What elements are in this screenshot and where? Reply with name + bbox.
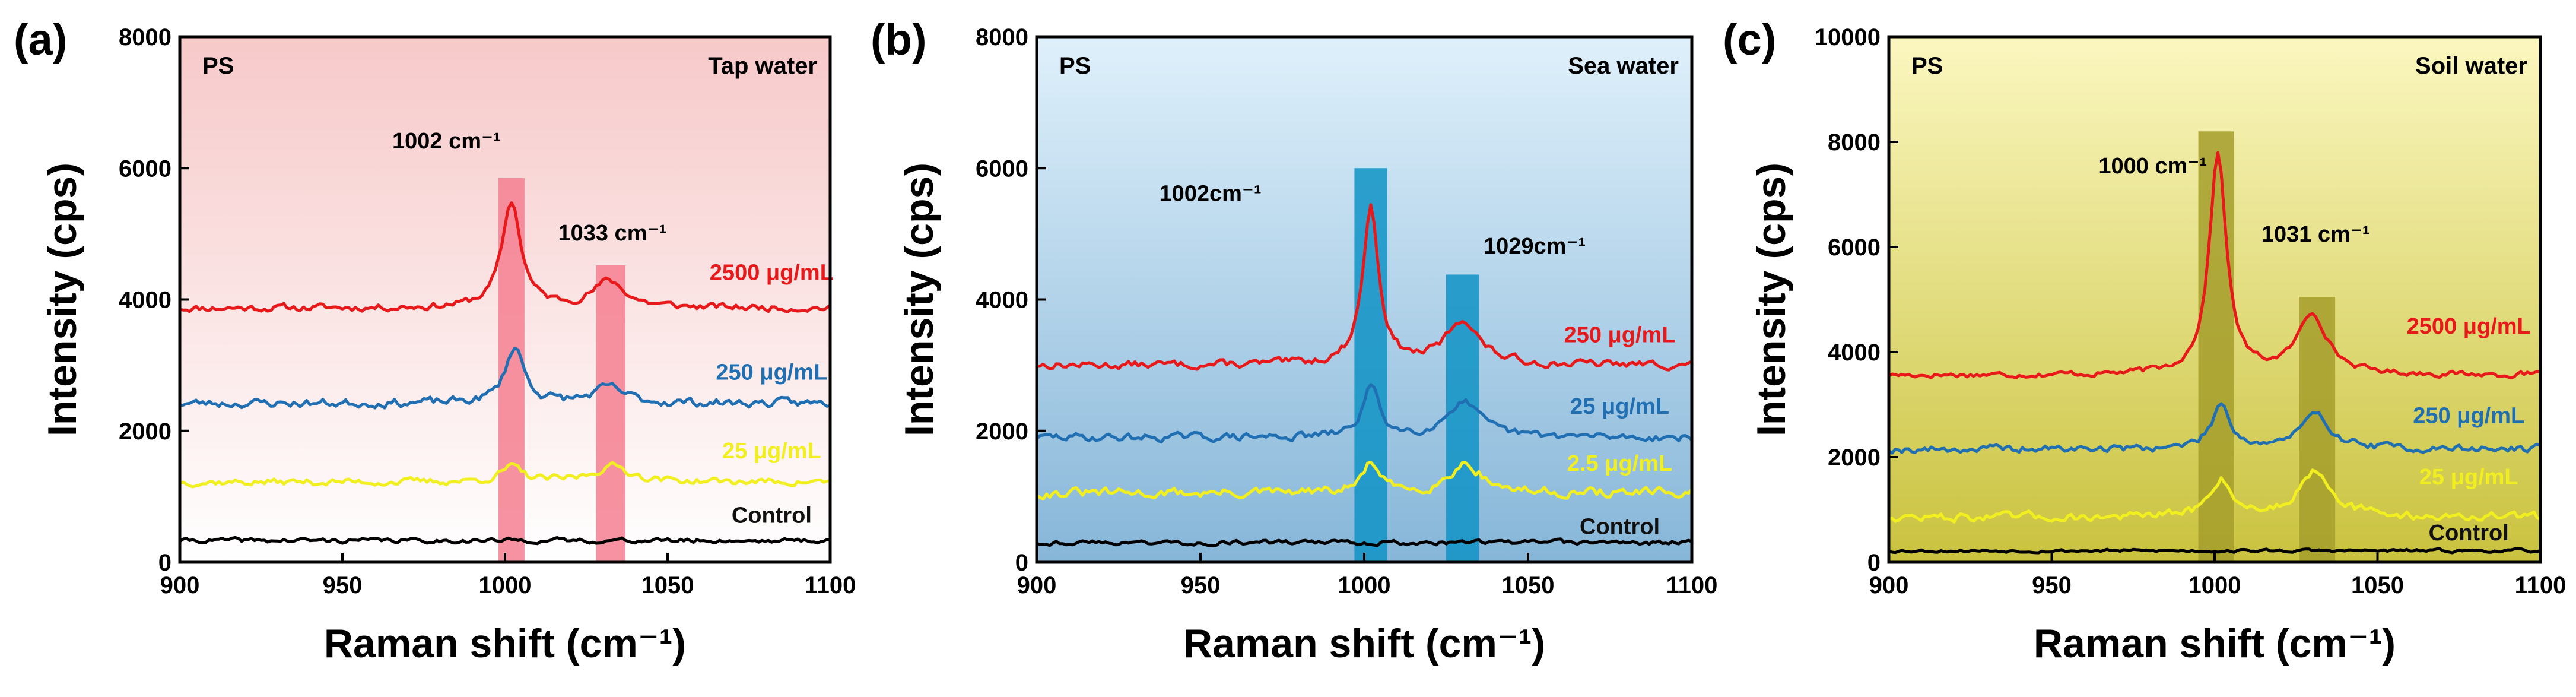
peak-highlight-bar: [2198, 131, 2234, 563]
y-tick-label: 8000: [1828, 129, 1881, 156]
y-tick-label: 6000: [1828, 235, 1881, 261]
series-label: 250 μg/mL: [2413, 403, 2524, 428]
x-tick-label: 1100: [2515, 572, 2567, 598]
series-label: 2500 μg/mL: [2407, 314, 2531, 339]
peak-label: 1002 cm⁻¹: [392, 129, 501, 154]
series-label: Control: [732, 503, 812, 528]
series-label: 2.5 μg/mL: [1567, 451, 1672, 476]
x-tick-label: 900: [1017, 572, 1057, 598]
peak-highlight-bar: [1354, 168, 1387, 562]
x-tick-label: 1050: [641, 572, 694, 598]
y-axis-title: Intensity (cps): [40, 163, 85, 436]
series-label: Control: [2429, 521, 2509, 546]
x-tick-label: 900: [160, 572, 200, 598]
matrix-label: Soil water: [2415, 53, 2527, 79]
y-tick-label: 0: [1015, 550, 1028, 576]
spectrum-line: [179, 536, 831, 546]
spectrum-line: [179, 201, 831, 313]
y-tick-label: 0: [158, 550, 171, 576]
y-tick-label: 4000: [976, 287, 1028, 313]
y-tick-label: 10000: [1815, 24, 1881, 50]
spectrum-line: [1888, 547, 2542, 555]
panel-a: 2500 μg/mL 250 μg/mL 25 μg/mL Control 1002 c…: [14, 15, 856, 666]
y-tick-label: 2000: [1828, 445, 1881, 471]
peak-label: 1029cm⁻¹: [1484, 234, 1586, 259]
spectrum-line: [1888, 151, 2541, 380]
series-label: 25 μg/mL: [2419, 465, 2518, 490]
panel-letter: (b): [871, 15, 927, 64]
series-label: 250 μg/mL: [1564, 322, 1676, 347]
x-axis-title: Raman shift (cm⁻¹): [324, 621, 686, 666]
series-label: 25 μg/mL: [722, 439, 821, 464]
y-tick-label: 6000: [976, 156, 1028, 182]
y-tick-label: 8000: [976, 24, 1028, 50]
matrix-label: Tap water: [708, 53, 817, 79]
sample-label: PS: [202, 53, 234, 79]
y-tick-label: 8000: [119, 24, 171, 50]
x-tick-label: 1050: [2351, 572, 2404, 598]
peak-label: 1031 cm⁻¹: [2261, 222, 2370, 247]
peak-highlight-bar: [596, 265, 625, 562]
y-tick-label: 2000: [119, 419, 171, 445]
x-axis-title: Raman shift (cm⁻¹): [2034, 621, 2396, 666]
x-tick-label: 950: [2032, 572, 2072, 598]
matrix-label: Sea water: [1568, 53, 1679, 79]
x-tick-label: 1000: [1338, 572, 1391, 598]
x-tick-label: 1100: [1666, 572, 1718, 598]
panel-c: 2500 μg/mL 250 μg/mL 25 μg/mL Control 1000 c…: [1723, 15, 2566, 666]
sample-label: PS: [1911, 53, 1943, 79]
x-tick-label: 950: [323, 572, 363, 598]
sample-label: PS: [1059, 53, 1091, 79]
x-tick-label: 950: [1181, 572, 1221, 598]
spectrum-line: [1888, 468, 2542, 524]
peak-highlight-bar: [1446, 274, 1479, 562]
spectrum-line: [1036, 203, 1693, 372]
y-axis-title: Intensity (cps): [897, 163, 942, 436]
spectrum-line: [1036, 537, 1692, 547]
panel-letter: (c): [1723, 15, 1776, 64]
peak-label: 1002cm⁻¹: [1159, 182, 1261, 207]
panel-b: 250 μg/mL 25 μg/mL 2.5 μg/mL Control 1002cm⁻…: [871, 15, 1717, 666]
series-label: 2500 μg/mL: [710, 260, 834, 285]
y-tick-label: 2000: [976, 419, 1028, 445]
x-tick-label: 1100: [805, 572, 856, 598]
x-tick-label: 900: [1869, 572, 1909, 598]
spectrum-line: [179, 461, 831, 489]
series-label: Control: [1580, 514, 1660, 539]
y-tick-label: 4000: [1828, 340, 1881, 366]
spectrum-line: [1036, 383, 1693, 444]
y-tick-label: 4000: [119, 287, 171, 313]
x-tick-label: 1000: [479, 572, 532, 598]
spectrum-line: [179, 346, 831, 410]
x-axis-title: Raman shift (cm⁻¹): [1183, 621, 1545, 666]
y-tick-label: 6000: [119, 156, 171, 182]
peak-label: 1033 cm⁻¹: [558, 221, 666, 246]
peak-label: 1000 cm⁻¹: [2098, 154, 2207, 179]
series-label: 25 μg/mL: [1570, 394, 1669, 419]
panel-letter: (a): [14, 15, 67, 64]
y-axis-title: Intensity (cps): [1749, 163, 1794, 436]
y-tick-label: 0: [1867, 550, 1881, 576]
spectrum-line: [1888, 402, 2542, 455]
x-tick-label: 1000: [2189, 572, 2241, 598]
x-tick-label: 1050: [1502, 572, 1555, 598]
spectrum-line: [1036, 461, 1693, 501]
series-label: 250 μg/mL: [716, 360, 827, 385]
